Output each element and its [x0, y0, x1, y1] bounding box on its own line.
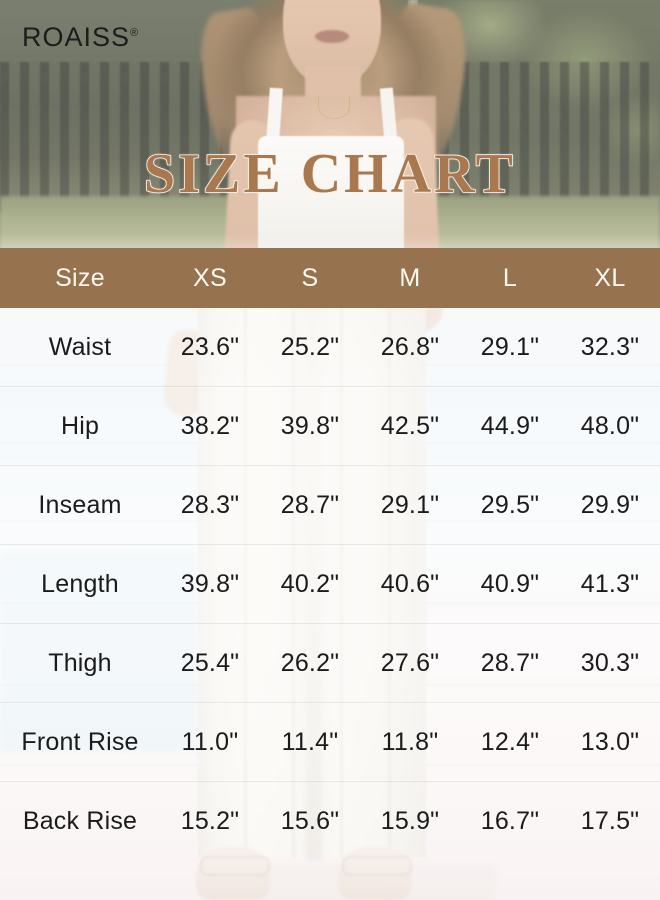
registered-trademark-icon: ® [130, 27, 139, 39]
measurement-cell: 30.3" [580, 649, 640, 677]
row-label: Front Rise [21, 728, 139, 756]
measurement-cell: 13.0" [580, 728, 640, 756]
column-header-l: L [502, 263, 518, 292]
column-header-m: M [399, 263, 421, 292]
measurement-cell: 39.8" [280, 412, 340, 440]
table-row: Waist 23.6" 25.2" 26.8" 29.1" 32.3" [0, 308, 660, 387]
measurement-cell: 40.9" [480, 570, 540, 598]
table-row: Front Rise 11.0" 11.4" 11.8" 12.4" 13.0" [0, 703, 660, 782]
measurement-cell: 42.5" [380, 412, 440, 440]
measurement-cell: 40.2" [280, 570, 340, 598]
measurement-cell: 12.4" [480, 728, 540, 756]
row-label: Length [41, 570, 119, 598]
measurement-cell: 15.6" [280, 807, 340, 835]
measurement-cell: 39.8" [180, 570, 240, 598]
row-label: Back Rise [22, 807, 138, 835]
table-header-bar: Size XS S M L XL [0, 248, 660, 308]
row-label: Hip [60, 412, 100, 440]
table-row: Hip 38.2" 39.8" 42.5" 44.9" 48.0" [0, 387, 660, 466]
row-label: Waist [48, 333, 112, 361]
measurement-cell: 48.0" [580, 412, 640, 440]
table-row: Length 39.8" 40.2" 40.6" 40.9" 41.3" [0, 545, 660, 624]
measurement-cell: 26.8" [380, 333, 440, 361]
measurement-cell: 11.0" [181, 728, 239, 756]
measurement-cell: 16.7" [480, 807, 540, 835]
measurement-cell: 28.7" [280, 491, 340, 519]
measurement-cell: 23.6" [180, 333, 240, 361]
measurement-cell: 32.3" [580, 333, 640, 361]
measurement-cell: 40.6" [380, 570, 440, 598]
measurement-cell: 41.3" [580, 570, 640, 598]
measurement-cell: 28.7" [480, 649, 540, 677]
measurement-cell: 27.6" [380, 649, 440, 677]
column-header-s: S [301, 263, 319, 292]
brand-logo: ROAISS® [22, 24, 138, 51]
measurement-cell: 25.2" [280, 333, 340, 361]
measurement-cell: 17.5" [580, 807, 640, 835]
column-header-xl: XL [594, 263, 626, 292]
measurement-cell: 29.5" [480, 491, 540, 519]
column-header-size: Size [55, 263, 105, 292]
measurement-cell: 29.1" [380, 491, 440, 519]
page-title: SIZE CHART [143, 143, 516, 205]
table-row: Thigh 25.4" 26.2" 27.6" 28.7" 30.3" [0, 624, 660, 703]
table-row: Back Rise 15.2" 15.6" 15.9" 16.7" 17.5" [0, 782, 660, 861]
measurement-cell: 15.2" [180, 807, 240, 835]
brand-name: ROAISS [22, 22, 131, 52]
measurement-cell: 29.1" [480, 333, 540, 361]
measurement-cell: 15.9" [380, 807, 440, 835]
measurement-cell: 29.9" [580, 491, 640, 519]
measurement-cell: 11.8" [381, 728, 439, 756]
measurement-cell: 26.2" [280, 649, 340, 677]
measurement-cell: 28.3" [180, 491, 240, 519]
measurement-cell: 11.4" [281, 728, 339, 756]
measurements-table: Waist 23.6" 25.2" 26.8" 29.1" 32.3" Hip … [0, 308, 660, 878]
table-header-row: Size XS S M L XL [0, 248, 660, 308]
measurement-cell: 38.2" [180, 412, 240, 440]
table-row: Inseam 28.3" 28.7" 29.1" 29.5" 29.9" [0, 466, 660, 545]
column-header-xs: XS [193, 263, 227, 292]
row-label: Inseam [38, 491, 122, 519]
row-label: Thigh [48, 649, 112, 677]
measurement-cell: 44.9" [480, 412, 540, 440]
measurement-cell: 25.4" [180, 649, 240, 677]
